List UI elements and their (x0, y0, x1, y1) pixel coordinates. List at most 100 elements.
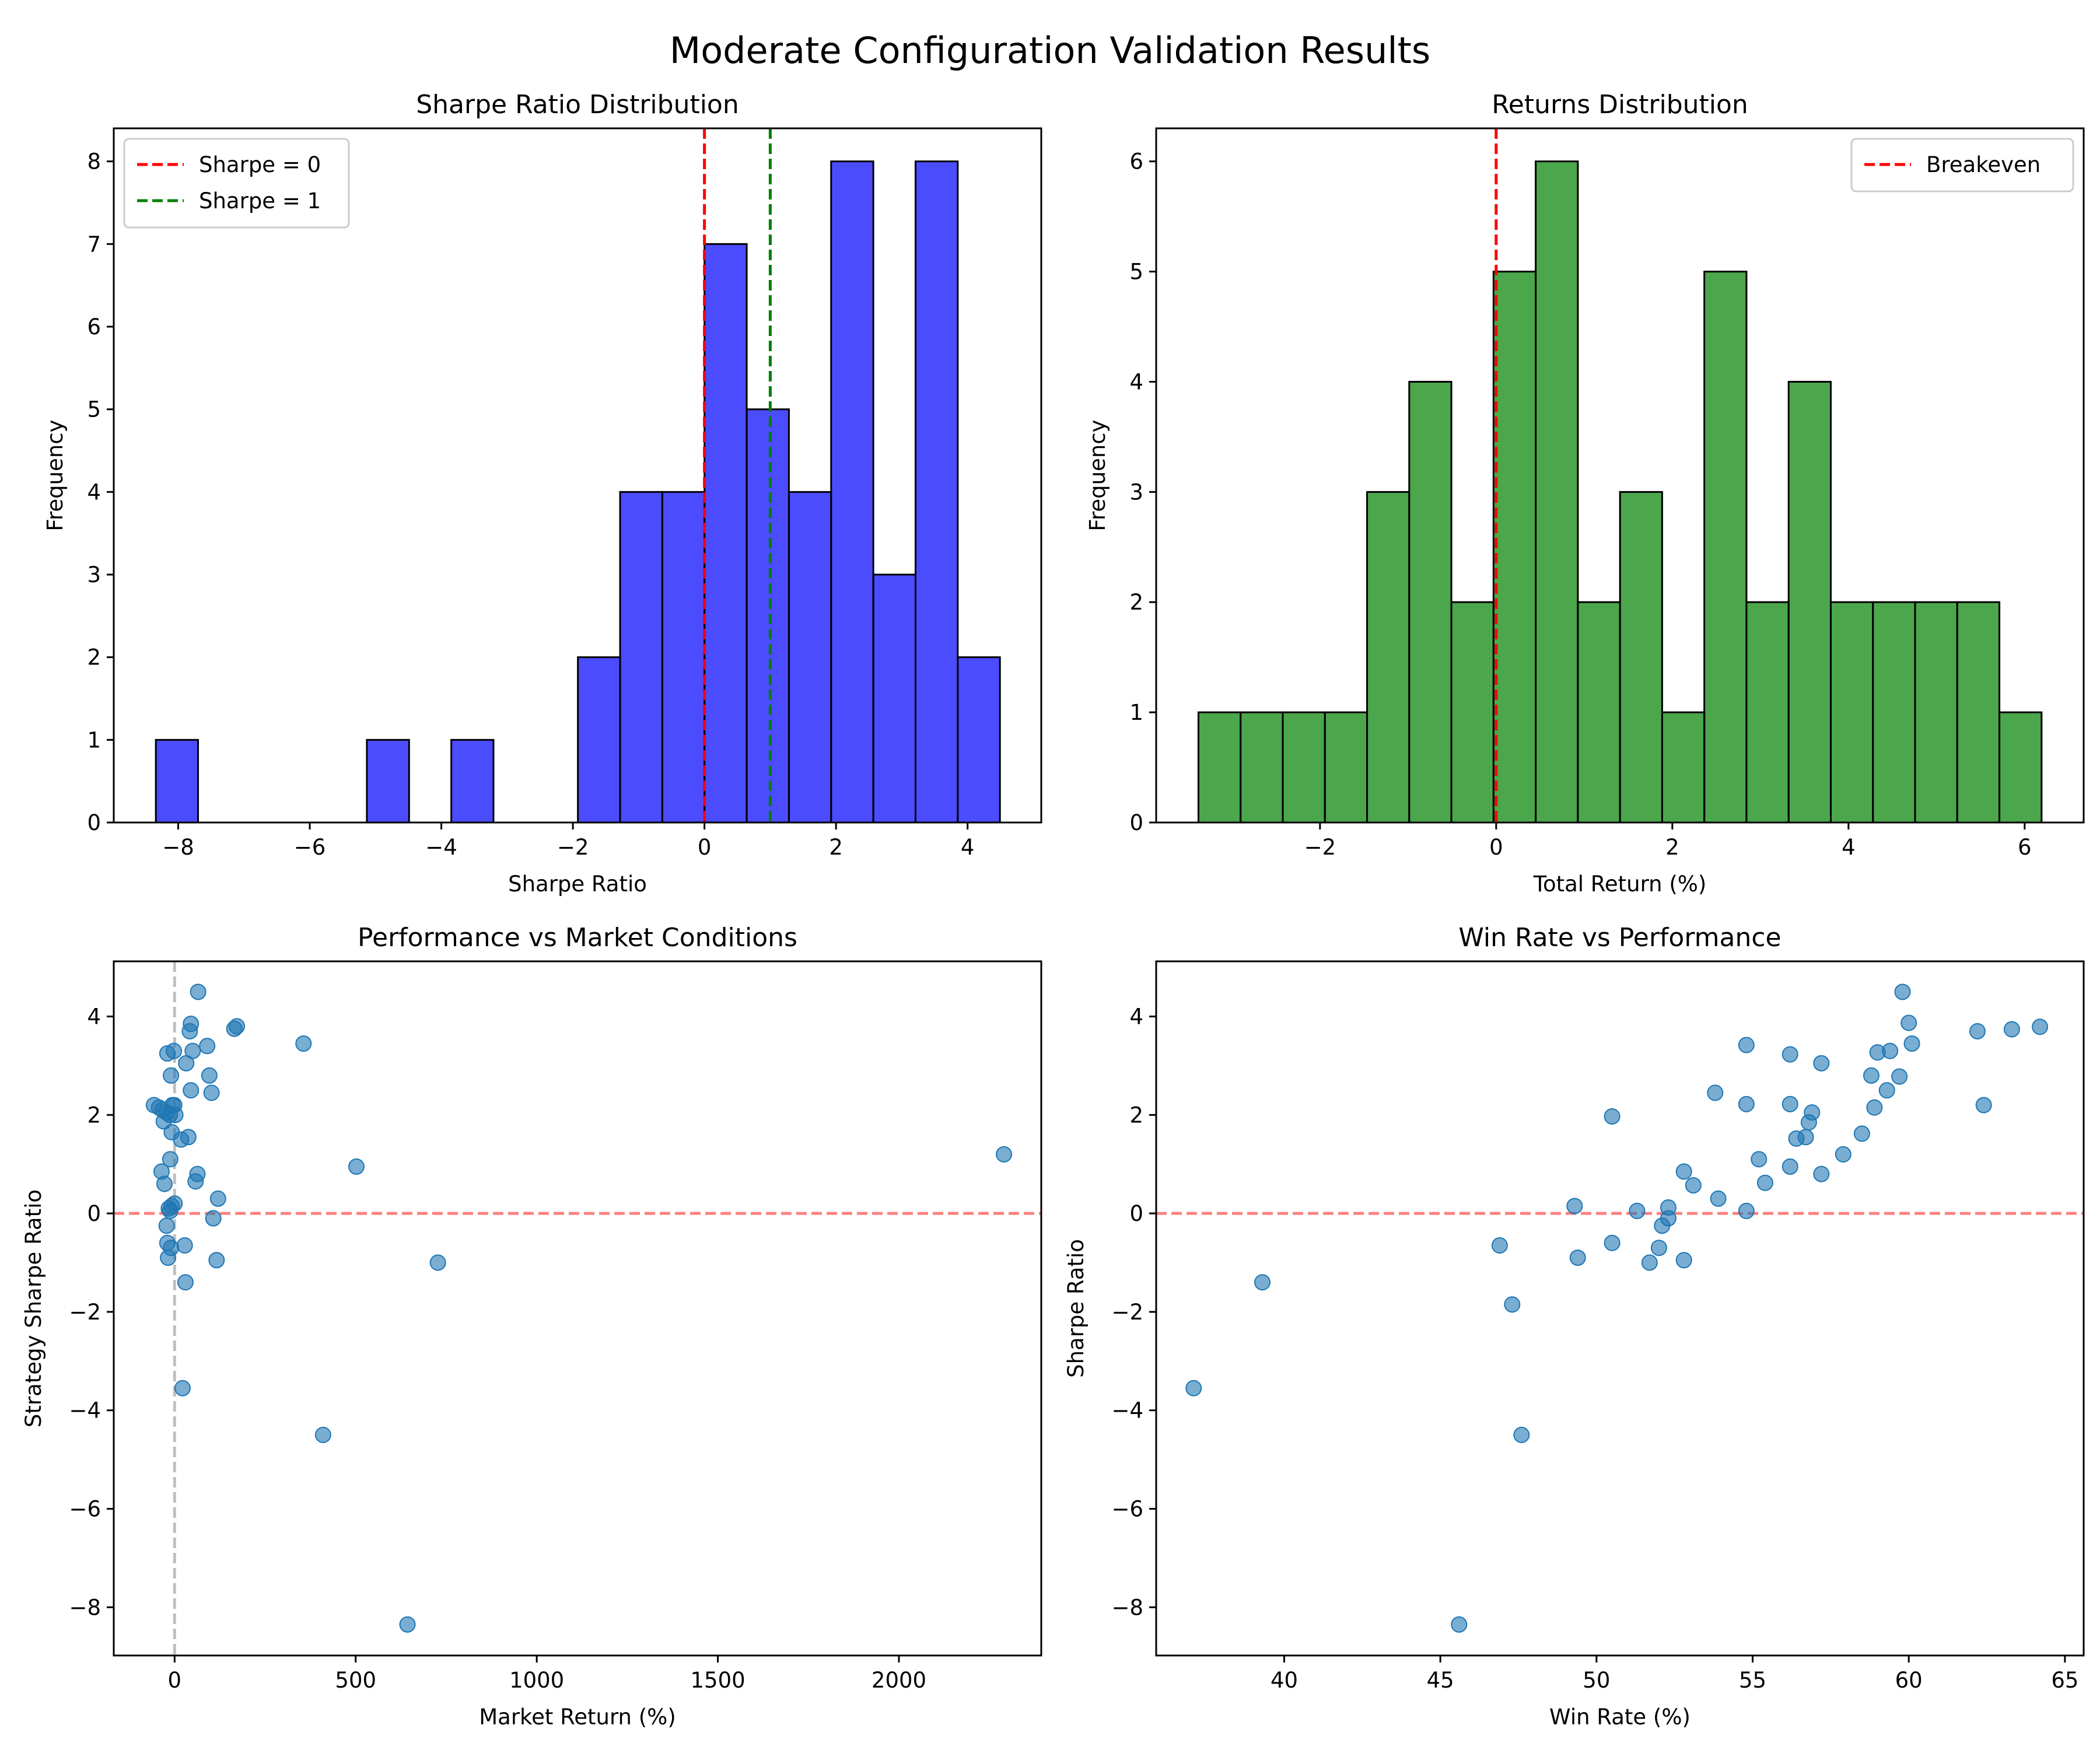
scatter-point (1513, 1426, 1530, 1443)
x-tick-label: 0 (1489, 835, 1503, 860)
y-tick-label: −2 (1111, 1300, 1143, 1325)
y-tick-label: 8 (87, 149, 101, 174)
scatter-point (1756, 1174, 1773, 1191)
scatter-point (1891, 1068, 1908, 1085)
histogram-bar (1492, 271, 1537, 822)
x-axis-label: Sharpe Ratio (508, 872, 647, 897)
x-tick-label: 1000 (509, 1668, 564, 1693)
y-axis-label: Frequency (1085, 419, 1110, 531)
scatter-point (1782, 1158, 1798, 1175)
histogram-bar (155, 738, 200, 822)
histogram-bar (1240, 711, 1284, 822)
plot-area (1197, 128, 2043, 822)
scatter-point (1710, 1190, 1727, 1207)
scatter-point (167, 1107, 184, 1124)
y-tick-label: 2 (87, 645, 101, 670)
scatter-point (199, 1038, 216, 1055)
scatter-point (180, 1129, 197, 1146)
histogram-bar (1787, 380, 1832, 822)
y-tick-label: 4 (1129, 1005, 1143, 1030)
scatter-point (348, 1158, 365, 1175)
scatter-point (1650, 1240, 1667, 1256)
histogram-bar (1366, 491, 1410, 822)
legend-label: Sharpe = 0 (199, 152, 321, 177)
scatter-point (174, 1380, 191, 1396)
scatter-point (1782, 1096, 1798, 1112)
scatter-point (1604, 1234, 1620, 1251)
scatter-point (2032, 1019, 2049, 1035)
x-tick-label: −2 (1304, 835, 1336, 860)
y-tick-label: 5 (87, 397, 101, 422)
x-tick-label: 4 (961, 835, 975, 860)
histogram-bar (1197, 711, 1242, 822)
axes-frame (1155, 127, 2085, 824)
scatter-point (1738, 1037, 1755, 1054)
scatter-point (1738, 1096, 1755, 1112)
x-tick-label: 55 (1739, 1668, 1766, 1693)
scatter-point (158, 1217, 175, 1234)
histogram-bar (914, 160, 959, 822)
scatter-point (295, 1035, 312, 1052)
plot-area (1156, 984, 2084, 1633)
x-tick-label: 6 (2018, 835, 2032, 860)
x-tick-label: −2 (557, 835, 589, 860)
x-tick-label: −8 (162, 835, 194, 860)
histogram-bar (746, 408, 790, 822)
scatter-point (1254, 1274, 1271, 1291)
scatter-point (399, 1616, 416, 1633)
histogram-bar (1282, 711, 1326, 822)
scatter-point (1738, 1202, 1755, 1219)
scatter-point (1751, 1151, 1768, 1168)
x-tick-label: 500 (335, 1668, 376, 1693)
scatter-point (1853, 1125, 1870, 1142)
x-tick-label: 0 (168, 1668, 182, 1693)
y-tick-label: 2 (1129, 590, 1143, 615)
histogram-bar (872, 573, 916, 822)
histogram-bar (1619, 491, 1663, 822)
x-tick-label: 2000 (872, 1668, 926, 1693)
histogram-bar (619, 491, 663, 822)
x-tick-label: 1500 (690, 1668, 745, 1693)
scatter-point (1629, 1202, 1646, 1219)
y-axis-label: Strategy Sharpe Ratio (21, 1189, 46, 1427)
scatter-point (184, 1042, 201, 1059)
histogram-bar (1577, 601, 1621, 822)
scatter-point (1491, 1237, 1508, 1254)
y-tick-label: −6 (1111, 1496, 1143, 1521)
y-tick-label: −4 (1111, 1398, 1143, 1423)
y-tick-label: −8 (69, 1595, 101, 1620)
scatter-point (190, 984, 206, 1000)
scatter-point (1641, 1254, 1658, 1271)
scatter-point (1813, 1166, 1830, 1182)
scatter-point (183, 1082, 200, 1099)
scatter-point (163, 1067, 180, 1084)
scatter-point (183, 1016, 200, 1032)
scatter-point (162, 1151, 178, 1168)
legend: Breakeven (1850, 138, 2074, 192)
y-tick-label: 0 (87, 810, 101, 835)
scatter-point (1566, 1198, 1583, 1214)
y-tick-label: 0 (1129, 810, 1143, 835)
scatter-point (177, 1274, 194, 1291)
histogram-bar (450, 738, 495, 822)
chart-4: 40 45 50 55 60 65 −8 −6 −4 −2 0 2 4 Win Rate vs Perfo… (1063, 923, 2085, 1730)
histogram-bar (1408, 380, 1452, 822)
scatter-point (1975, 1097, 1992, 1114)
legend: Sharpe = 0 Sharpe = 1 (123, 138, 350, 229)
y-tick-label: −6 (69, 1496, 101, 1521)
x-axis-label: Win Rate (%) (1549, 1704, 1690, 1730)
scatter-point (1878, 1082, 1895, 1099)
scatter-point (1504, 1296, 1521, 1313)
scatter-point (1569, 1250, 1586, 1266)
scatter-point (1604, 1108, 1620, 1125)
x-tick-label: 50 (1583, 1668, 1610, 1693)
chart-title: Sharpe Ratio Distribution (416, 90, 739, 120)
scatter-point (1882, 1042, 1899, 1059)
scatter-point (163, 1240, 180, 1256)
x-tick-label: 4 (1842, 835, 1856, 860)
chart-2: −2 0 2 4 6 0 1 2 3 4 5 6 Returns Distribution Total R… (1085, 90, 2085, 897)
scatter-point (429, 1254, 446, 1271)
histogram-bar (1956, 601, 2001, 822)
chart-title: Performance vs Market Conditions (358, 923, 797, 953)
